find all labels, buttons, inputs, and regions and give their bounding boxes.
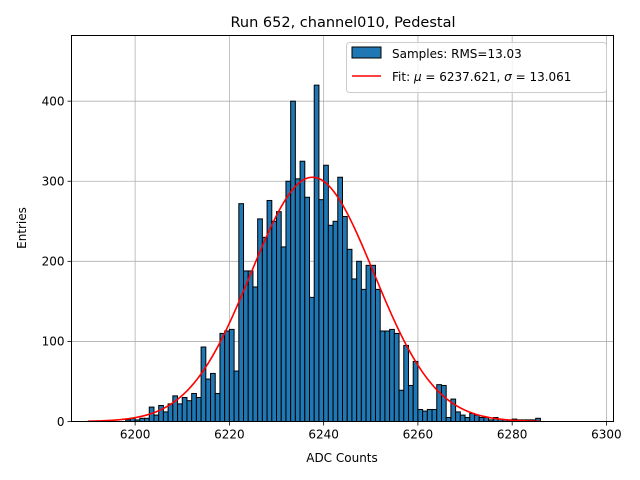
histogram-bar-6260 <box>417 408 424 422</box>
histogram-bar-6233 <box>290 100 296 422</box>
histogram-bar-6212 <box>191 392 197 422</box>
y-axis-ticks: 0 100 200 300 400 <box>42 94 72 429</box>
histogram-bar-6216 <box>210 372 216 422</box>
legend-fit-prefix: Fit: <box>392 70 414 84</box>
histogram-bar-6223 <box>243 270 249 422</box>
histogram-bar-6259 <box>412 360 419 422</box>
legend-mu-value: = 6237.621, <box>422 70 505 84</box>
legend-sigma-symbol: σ <box>504 70 512 84</box>
histogram-bar-6272 <box>473 414 480 422</box>
histogram-bar-6218 <box>219 332 226 423</box>
legend-samples-label: Samples: RMS=13.03 <box>392 47 522 61</box>
histogram-bar-6246 <box>351 278 358 422</box>
histogram-bar-6225 <box>252 286 259 422</box>
histogram-bar-6217 <box>214 392 221 422</box>
histogram-bar-6232 <box>285 180 292 422</box>
y-axis-label: Entries <box>15 207 29 249</box>
histogram-bar-6239 <box>318 199 325 422</box>
histogram-bar-6227 <box>261 236 268 422</box>
histogram-bar-6270 <box>464 416 471 422</box>
histogram-bar-6229 <box>271 220 278 422</box>
histogram-bar-6230 <box>276 211 282 422</box>
histogram-bar-6222 <box>238 203 245 422</box>
histogram-bar-6253 <box>384 330 391 422</box>
histogram-bar-6210 <box>181 396 188 422</box>
histogram-bar-6256 <box>398 389 405 423</box>
plot-frame <box>71 35 614 422</box>
histogram-bar-6237 <box>309 296 315 422</box>
histogram-bar-6240 <box>323 164 329 422</box>
histogram-bar-6254 <box>389 328 395 423</box>
histogram-bars <box>125 84 541 423</box>
legend-mu-symbol: μ <box>413 70 422 84</box>
histogram-bar-6206 <box>162 411 169 423</box>
histogram-bar-6234 <box>294 178 301 422</box>
histogram-bar-6255 <box>393 332 400 423</box>
histogram-bar-6207 <box>167 403 174 423</box>
histogram-bar-6258 <box>407 384 414 422</box>
legend-samples-swatch <box>351 46 382 59</box>
y-tick-label-0: 0 <box>57 415 65 429</box>
x-tick-label-6280: 6280 <box>497 428 528 442</box>
histogram-bar-6273 <box>478 416 485 422</box>
x-axis-label: ADC Counts <box>306 451 378 465</box>
histogram-bar-6241 <box>327 224 334 422</box>
histogram-bar-6231 <box>280 246 287 422</box>
histogram-bar-6215 <box>205 378 212 423</box>
legend-sigma-value: = 13.061 <box>512 70 572 84</box>
y-tick-label-400: 400 <box>42 94 65 108</box>
histogram-bar-6221 <box>233 370 240 423</box>
x-tick-label-6300: 6300 <box>591 428 622 442</box>
histogram-bar-6263 <box>431 408 438 422</box>
histogram-bar-6204 <box>153 414 160 422</box>
histogram-bar-6261 <box>422 410 428 422</box>
histogram-bar-6247 <box>356 260 362 422</box>
histogram-bar-6220 <box>228 328 235 423</box>
histogram-bar-6252 <box>379 330 386 422</box>
x-tick-label-6200: 6200 <box>120 428 151 442</box>
histogram-bar-6224 <box>247 270 254 422</box>
y-tick-label-100: 100 <box>42 335 65 349</box>
histogram-bar-6262 <box>426 408 433 422</box>
histogram-bar-6209 <box>177 403 183 423</box>
legend-fit-label: Fit: μ = 6237.621, σ = 13.061 <box>392 70 571 84</box>
histogram-bar-6242 <box>332 220 339 422</box>
histogram-bar-6213 <box>195 396 202 422</box>
histogram-bar-6236 <box>304 196 311 422</box>
histogram-bar-6249 <box>365 264 372 422</box>
histogram-bar-6248 <box>360 288 367 422</box>
histogram-bar-6235 <box>299 160 306 422</box>
x-tick-label-6220: 6220 <box>214 428 245 442</box>
x-axis-ticks: 6200 6220 6240 6260 6280 6300 <box>120 421 622 442</box>
histogram-bar-6244 <box>342 215 348 422</box>
histogram-bar-6238 <box>313 84 320 422</box>
histogram-bar-6250 <box>370 264 376 422</box>
y-tick-label-300: 300 <box>42 175 65 189</box>
gaussian-fit-curve <box>87 176 541 423</box>
histogram-bar-6219 <box>224 330 230 422</box>
histogram-bar-6214 <box>200 346 207 423</box>
histogram-bar-6205 <box>158 404 164 422</box>
histogram-bar-6271 <box>469 412 475 422</box>
histogram-bar-6269 <box>459 414 466 422</box>
legend-box <box>346 42 607 93</box>
histogram-bar-6211 <box>186 400 193 423</box>
chart-title: Run 652, channel010, Pedestal <box>230 15 455 31</box>
histogram-bar-6243 <box>337 176 343 422</box>
histogram-bar-6257 <box>403 344 409 423</box>
y-tick-label-200: 200 <box>42 255 65 269</box>
histogram-bar-6265 <box>440 384 447 422</box>
histogram-bar-6251 <box>374 288 381 422</box>
x-tick-label-6240: 6240 <box>308 428 339 442</box>
histogram-bar-6245 <box>346 248 353 422</box>
x-tick-label-6260: 6260 <box>403 428 434 442</box>
histogram-bar-6268 <box>455 411 461 423</box>
histogram-bar-6266 <box>445 416 452 422</box>
legend: Samples: RMS=13.03 Fit: μ = 6237.621, σ … <box>346 42 607 93</box>
